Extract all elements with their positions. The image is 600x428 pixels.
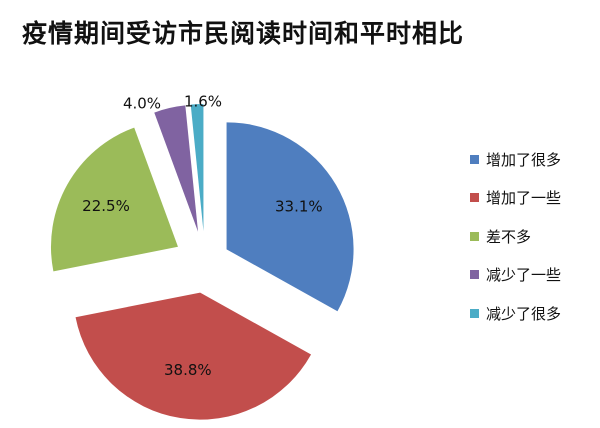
legend-swatch: [470, 154, 479, 164]
legend-item-3: 差不多: [470, 225, 561, 247]
legend-swatch: [470, 193, 479, 202]
legend-label: 增加了一些: [486, 189, 562, 207]
chart-title: 疫情期间受访市民阅读时间和平时相比: [22, 19, 465, 48]
legend-item-1: 增加了很多: [470, 148, 561, 170]
legend-swatch: [470, 270, 479, 279]
pie-slice-1: [226, 122, 354, 312]
legend-label: 减少了一些: [486, 266, 562, 284]
pie-slice-2: [75, 292, 312, 420]
pie-slice-3: [50, 127, 178, 272]
legend: 增加了很多增加了一些差不多减少了一些减少了很多: [470, 148, 561, 341]
slice-label-3: 22.5%: [82, 197, 130, 215]
pie-slice-4: [154, 105, 199, 232]
legend-label: 差不多: [486, 227, 532, 246]
slice-label-4: 4.0%: [123, 95, 161, 113]
legend-item-4: 减少了一些: [470, 264, 561, 286]
legend-swatch: [470, 308, 479, 318]
legend-label: 减少了很多: [486, 304, 562, 323]
slice-label-2: 38.8%: [164, 361, 212, 379]
legend-swatch: [470, 231, 479, 241]
legend-item-2: 增加了一些: [470, 187, 561, 209]
legend-item-5: 减少了很多: [470, 302, 561, 324]
pie-slice-5: [190, 104, 204, 232]
slice-label-1: 33.1%: [275, 197, 323, 215]
slice-label-5: 1.6%: [184, 93, 222, 111]
legend-label: 增加了很多: [486, 150, 562, 169]
